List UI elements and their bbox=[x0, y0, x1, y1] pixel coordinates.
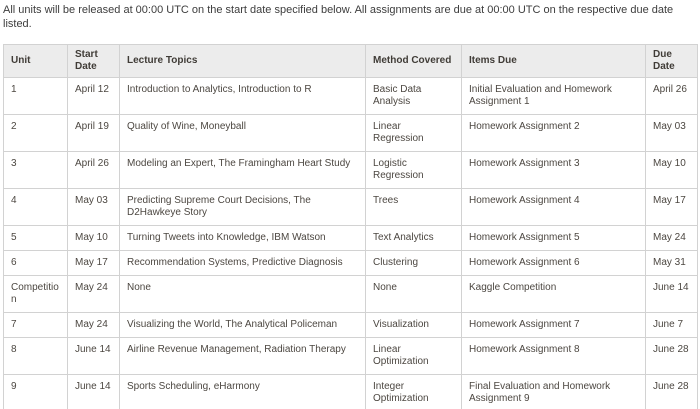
cell-method-covered: Clustering bbox=[365, 250, 462, 276]
cell-due-date: April 26 bbox=[645, 77, 698, 115]
table-row: Competition May 24 None None Kaggle Competit… bbox=[3, 275, 698, 313]
header-items-due: Items Due bbox=[461, 44, 646, 78]
cell-method-covered: None bbox=[365, 275, 462, 313]
cell-items-due: Homework Assignment 6 bbox=[461, 250, 646, 276]
table-row: 8 June 14 Airline Revenue Management, Radi… bbox=[3, 337, 698, 375]
cell-items-due: Homework Assignment 7 bbox=[461, 312, 646, 338]
header-lecture-topics: Lecture Topics bbox=[119, 44, 366, 78]
table-row: 3 April 26 Modeling an Expert, The Framing… bbox=[3, 151, 698, 189]
cell-lecture-topics: Visualizing the World, The Analytical Po… bbox=[119, 312, 366, 338]
cell-unit: 1 bbox=[3, 77, 68, 115]
header-row: Unit Start Date Lecture Topics Method Co… bbox=[3, 44, 698, 78]
cell-lecture-topics: Airline Revenue Management, Radiation Th… bbox=[119, 337, 366, 375]
cell-lecture-topics: Sports Scheduling, eHarmony bbox=[119, 374, 366, 409]
cell-items-due: Homework Assignment 5 bbox=[461, 225, 646, 251]
cell-items-due: Final Evaluation and Homework Assignment… bbox=[461, 374, 646, 409]
table-row: 1 April 12 Introduction to Analytics, Intr… bbox=[3, 77, 698, 115]
cell-method-covered: Logistic Regression bbox=[365, 151, 462, 189]
cell-start-date: June 14 bbox=[67, 337, 120, 375]
cell-lecture-topics: None bbox=[119, 275, 366, 313]
course-schedule-table: Unit Start Date Lecture Topics Method Co… bbox=[3, 44, 698, 409]
cell-unit: 2 bbox=[3, 114, 68, 152]
cell-lecture-topics: Predicting Supreme Court Decisions, The … bbox=[119, 188, 366, 226]
cell-start-date: June 14 bbox=[67, 374, 120, 409]
cell-items-due: Kaggle Competition bbox=[461, 275, 646, 313]
cell-start-date: May 24 bbox=[67, 312, 120, 338]
cell-method-covered: Basic Data Analysis bbox=[365, 77, 462, 115]
cell-unit: 7 bbox=[3, 312, 68, 338]
cell-due-date: June 28 bbox=[645, 337, 698, 375]
table-body: 1 April 12 Introduction to Analytics, Intr… bbox=[3, 77, 698, 409]
cell-lecture-topics: Turning Tweets into Knowledge, IBM Watso… bbox=[119, 225, 366, 251]
cell-items-due: Initial Evaluation and Homework Assignme… bbox=[461, 77, 646, 115]
cell-start-date: May 10 bbox=[67, 225, 120, 251]
release-info-text: All units will be released at 00:00 UTC … bbox=[3, 4, 674, 30]
table-row: 6 May 17 Recommendation Systems, Predictiv… bbox=[3, 250, 698, 276]
header-method-covered: Method Covered bbox=[365, 44, 462, 78]
cell-lecture-topics: Modeling an Expert, The Framingham Heart… bbox=[119, 151, 366, 189]
cell-unit: 6 bbox=[3, 250, 68, 276]
cell-unit: 4 bbox=[3, 188, 68, 226]
cell-method-covered: Text Analytics bbox=[365, 225, 462, 251]
cell-items-due: Homework Assignment 4 bbox=[461, 188, 646, 226]
cell-due-date: June 7 bbox=[645, 312, 698, 338]
cell-due-date: May 10 bbox=[645, 151, 698, 189]
cell-start-date: May 03 bbox=[67, 188, 120, 226]
cell-method-covered: Integer Optimization bbox=[365, 374, 462, 409]
header-start-date: Start Date bbox=[67, 44, 120, 78]
cell-unit: 5 bbox=[3, 225, 68, 251]
table-row: 5 May 10 Turning Tweets into Knowledge, IB… bbox=[3, 225, 698, 251]
cell-start-date: May 17 bbox=[67, 250, 120, 276]
cell-method-covered: Linear Regression bbox=[365, 114, 462, 152]
table-row: 7 May 24 Visualizing the World, The Analyt… bbox=[3, 312, 698, 338]
table-row: 9 June 14 Sports Scheduling, eHarmony Integ… bbox=[3, 374, 698, 409]
cell-unit: 3 bbox=[3, 151, 68, 189]
cell-due-date: May 24 bbox=[645, 225, 698, 251]
cell-lecture-topics: Introduction to Analytics, Introduction … bbox=[119, 77, 366, 115]
cell-due-date: June 28 bbox=[645, 374, 698, 409]
cell-method-covered: Visualization bbox=[365, 312, 462, 338]
cell-due-date: May 31 bbox=[645, 250, 698, 276]
cell-due-date: May 17 bbox=[645, 188, 698, 226]
cell-unit: 9 bbox=[3, 374, 68, 409]
cell-due-date: May 03 bbox=[645, 114, 698, 152]
cell-method-covered: Linear Optimization bbox=[365, 337, 462, 375]
cell-unit: 8 bbox=[3, 337, 68, 375]
cell-method-covered: Trees bbox=[365, 188, 462, 226]
cell-items-due: Homework Assignment 3 bbox=[461, 151, 646, 189]
cell-start-date: April 12 bbox=[67, 77, 120, 115]
header-unit: Unit bbox=[3, 44, 68, 78]
header-due-date: Due Date bbox=[645, 44, 698, 78]
cell-start-date: May 24 bbox=[67, 275, 120, 313]
cell-due-date: June 14 bbox=[645, 275, 698, 313]
cell-lecture-topics: Quality of Wine, Moneyball bbox=[119, 114, 366, 152]
cell-start-date: April 26 bbox=[67, 151, 120, 189]
cell-start-date: April 19 bbox=[67, 114, 120, 152]
table-row: 4 May 03 Predicting Supreme Court Decision… bbox=[3, 188, 698, 226]
cell-items-due: Homework Assignment 2 bbox=[461, 114, 646, 152]
cell-lecture-topics: Recommendation Systems, Predictive Diagn… bbox=[119, 250, 366, 276]
table-row: 2 April 19 Quality of Wine, Moneyball Linea… bbox=[3, 114, 698, 152]
table-header: Unit Start Date Lecture Topics Method Co… bbox=[3, 44, 698, 78]
cell-unit: Competition bbox=[3, 275, 68, 313]
cell-items-due: Homework Assignment 8 bbox=[461, 337, 646, 375]
